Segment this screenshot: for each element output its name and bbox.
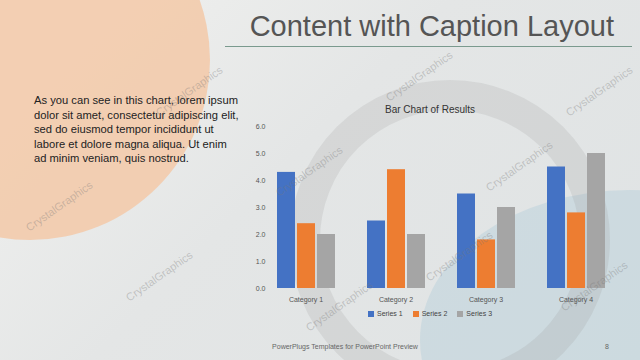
svg-text:1.0: 1.0 bbox=[256, 258, 266, 265]
svg-text:5.0: 5.0 bbox=[256, 150, 266, 157]
svg-text:4.0: 4.0 bbox=[256, 177, 266, 184]
svg-text:Category 1: Category 1 bbox=[289, 296, 323, 304]
svg-text:0.0: 0.0 bbox=[256, 285, 266, 292]
svg-text:6.0: 6.0 bbox=[256, 123, 266, 130]
svg-text:Category 2: Category 2 bbox=[379, 296, 413, 304]
svg-text:3.0: 3.0 bbox=[256, 204, 266, 211]
svg-text:Category 4: Category 4 bbox=[559, 296, 593, 304]
svg-text:2.0: 2.0 bbox=[256, 231, 266, 238]
svg-text:Category 3: Category 3 bbox=[469, 296, 503, 304]
